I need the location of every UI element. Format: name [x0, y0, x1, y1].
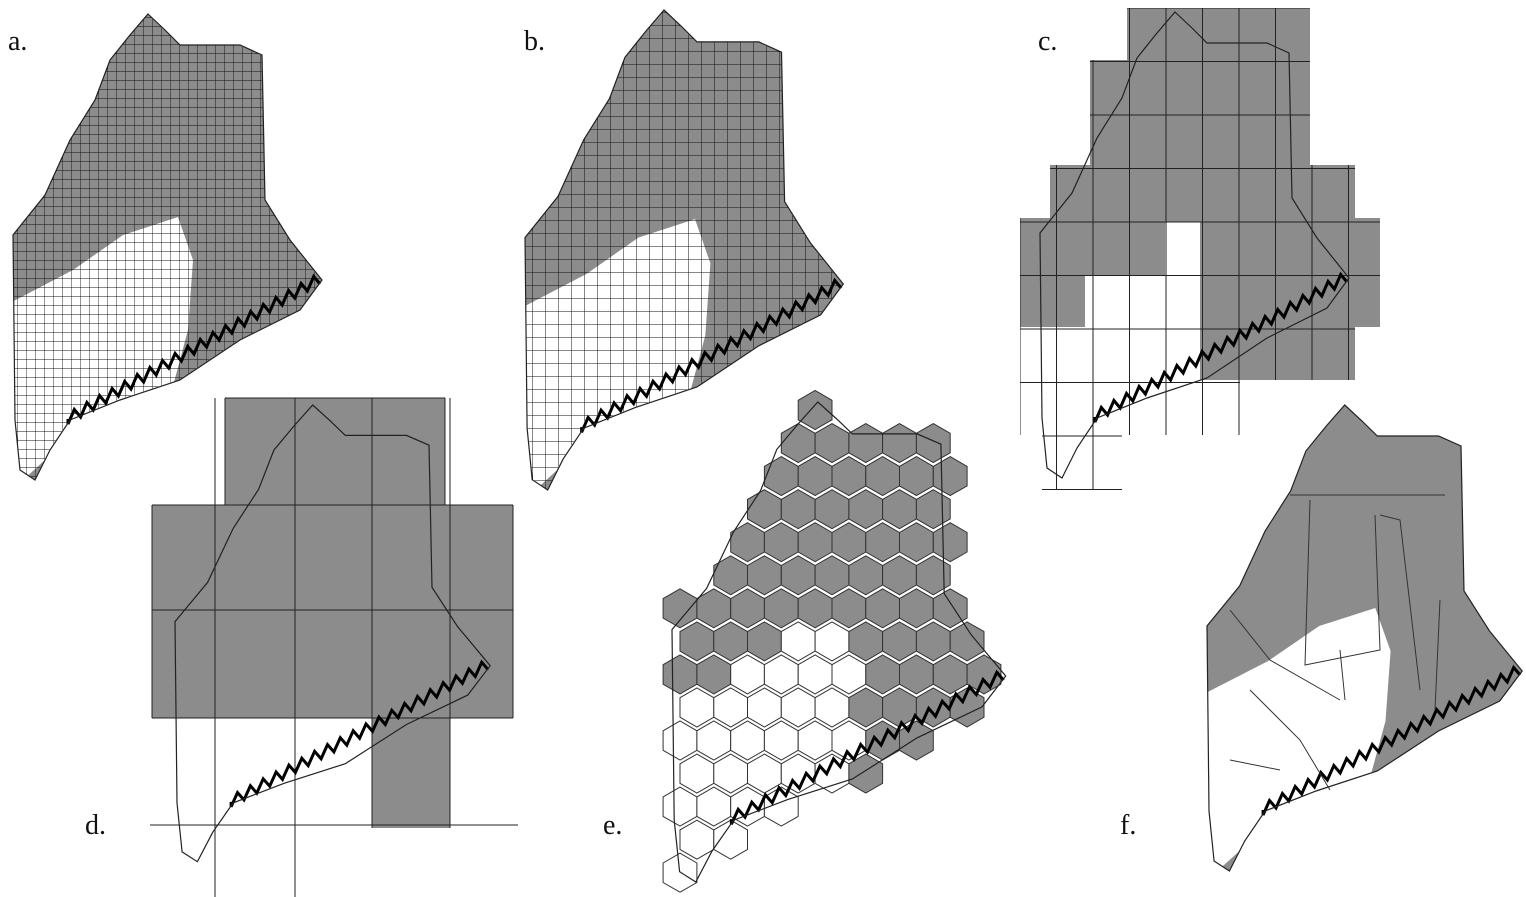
hexagon	[798, 655, 832, 694]
figure: a. b. c. d. e. f.	[0, 0, 1526, 897]
grid-cell	[1200, 327, 1355, 380]
hexagon	[764, 523, 798, 562]
hexagon	[900, 589, 934, 628]
hexagon	[849, 622, 883, 661]
hexagon	[781, 424, 815, 463]
grid-cell	[372, 718, 450, 828]
grid-cell	[1127, 8, 1310, 60]
hexagon	[883, 424, 917, 463]
panel-label: e.	[603, 810, 622, 841]
hexagon	[900, 457, 934, 496]
hexagon	[764, 457, 798, 496]
maps	[8, 0, 1522, 897]
hexagon	[748, 622, 782, 661]
hexagon	[866, 655, 900, 694]
hexagon	[731, 589, 765, 628]
hexagon	[663, 589, 697, 628]
hexagon	[883, 490, 917, 529]
hexagon	[748, 556, 782, 595]
hexagon	[798, 457, 832, 496]
hexagon	[663, 787, 697, 826]
hexagon	[781, 556, 815, 595]
hexagon	[900, 655, 934, 694]
grid-cell	[152, 505, 513, 718]
hexagon	[866, 589, 900, 628]
panel-label: a.	[8, 26, 27, 57]
hexagon	[849, 556, 883, 595]
hexagon	[832, 589, 866, 628]
hexagon	[916, 622, 950, 661]
hexagon	[781, 688, 815, 727]
hexagon	[663, 655, 697, 694]
hexagon	[916, 556, 950, 595]
grid-cell	[1090, 60, 1310, 165]
panel-label: c.	[1038, 26, 1057, 57]
hexagon	[798, 721, 832, 760]
hexagon	[849, 424, 883, 463]
panel-label: f.	[1120, 810, 1136, 841]
hexagon	[815, 556, 849, 595]
hexagon	[697, 721, 731, 760]
hexagon	[933, 523, 967, 562]
map-cf	[1202, 405, 1522, 885]
hexagon	[680, 688, 714, 727]
grid-overlay	[525, 10, 843, 490]
hexagon	[815, 622, 849, 661]
hexagon	[798, 589, 832, 628]
hexagon	[697, 655, 731, 694]
hexagon	[900, 523, 934, 562]
hexagon	[731, 655, 765, 694]
panel-label: d.	[85, 810, 106, 841]
hexagon	[697, 787, 731, 826]
hexagon	[815, 424, 849, 463]
hexagon	[866, 523, 900, 562]
hexagon	[764, 721, 798, 760]
hexagon	[916, 424, 950, 463]
hexagon	[680, 754, 714, 793]
grid-cell	[1165, 222, 1200, 275]
hexagon	[680, 622, 714, 661]
hexagon	[714, 820, 748, 859]
hexagon	[883, 622, 917, 661]
hexagon	[933, 589, 967, 628]
hexagon	[764, 589, 798, 628]
hexagon	[832, 655, 866, 694]
hexagon	[748, 754, 782, 793]
hexagon	[663, 853, 697, 892]
hexagon	[933, 457, 967, 496]
hexagon	[714, 622, 748, 661]
hexagon	[916, 490, 950, 529]
map-d	[150, 398, 518, 897]
panel-label: b.	[524, 26, 545, 57]
hexagon	[781, 490, 815, 529]
hexagon	[849, 688, 883, 727]
hexagon	[764, 655, 798, 694]
hexagon	[832, 523, 866, 562]
hexagon	[832, 457, 866, 496]
hexagon	[933, 655, 967, 694]
hexagon	[815, 490, 849, 529]
hexagon	[748, 490, 782, 529]
hexagon	[680, 820, 714, 859]
hexagon	[815, 688, 849, 727]
hexagon	[849, 490, 883, 529]
hexagon	[731, 721, 765, 760]
grid-cell	[1085, 275, 1200, 327]
hexagon	[781, 622, 815, 661]
map-e	[663, 391, 1001, 893]
hexagon	[748, 688, 782, 727]
hexagon	[663, 721, 697, 760]
grid-cell	[225, 398, 445, 505]
hexagon	[714, 754, 748, 793]
hexagon	[866, 457, 900, 496]
hexagon	[883, 556, 917, 595]
hexagon	[714, 688, 748, 727]
hexagon	[798, 523, 832, 562]
